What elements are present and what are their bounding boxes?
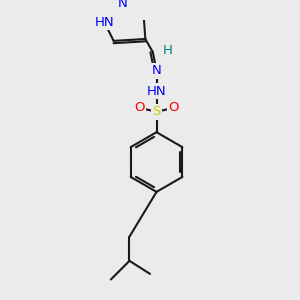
Text: N: N [118,0,128,10]
Text: HN: HN [147,85,166,98]
Text: S: S [152,105,161,118]
Text: O: O [134,101,145,115]
Text: H: H [163,44,172,57]
Text: O: O [168,101,178,115]
Text: HN: HN [94,16,114,29]
Text: N: N [152,64,161,77]
